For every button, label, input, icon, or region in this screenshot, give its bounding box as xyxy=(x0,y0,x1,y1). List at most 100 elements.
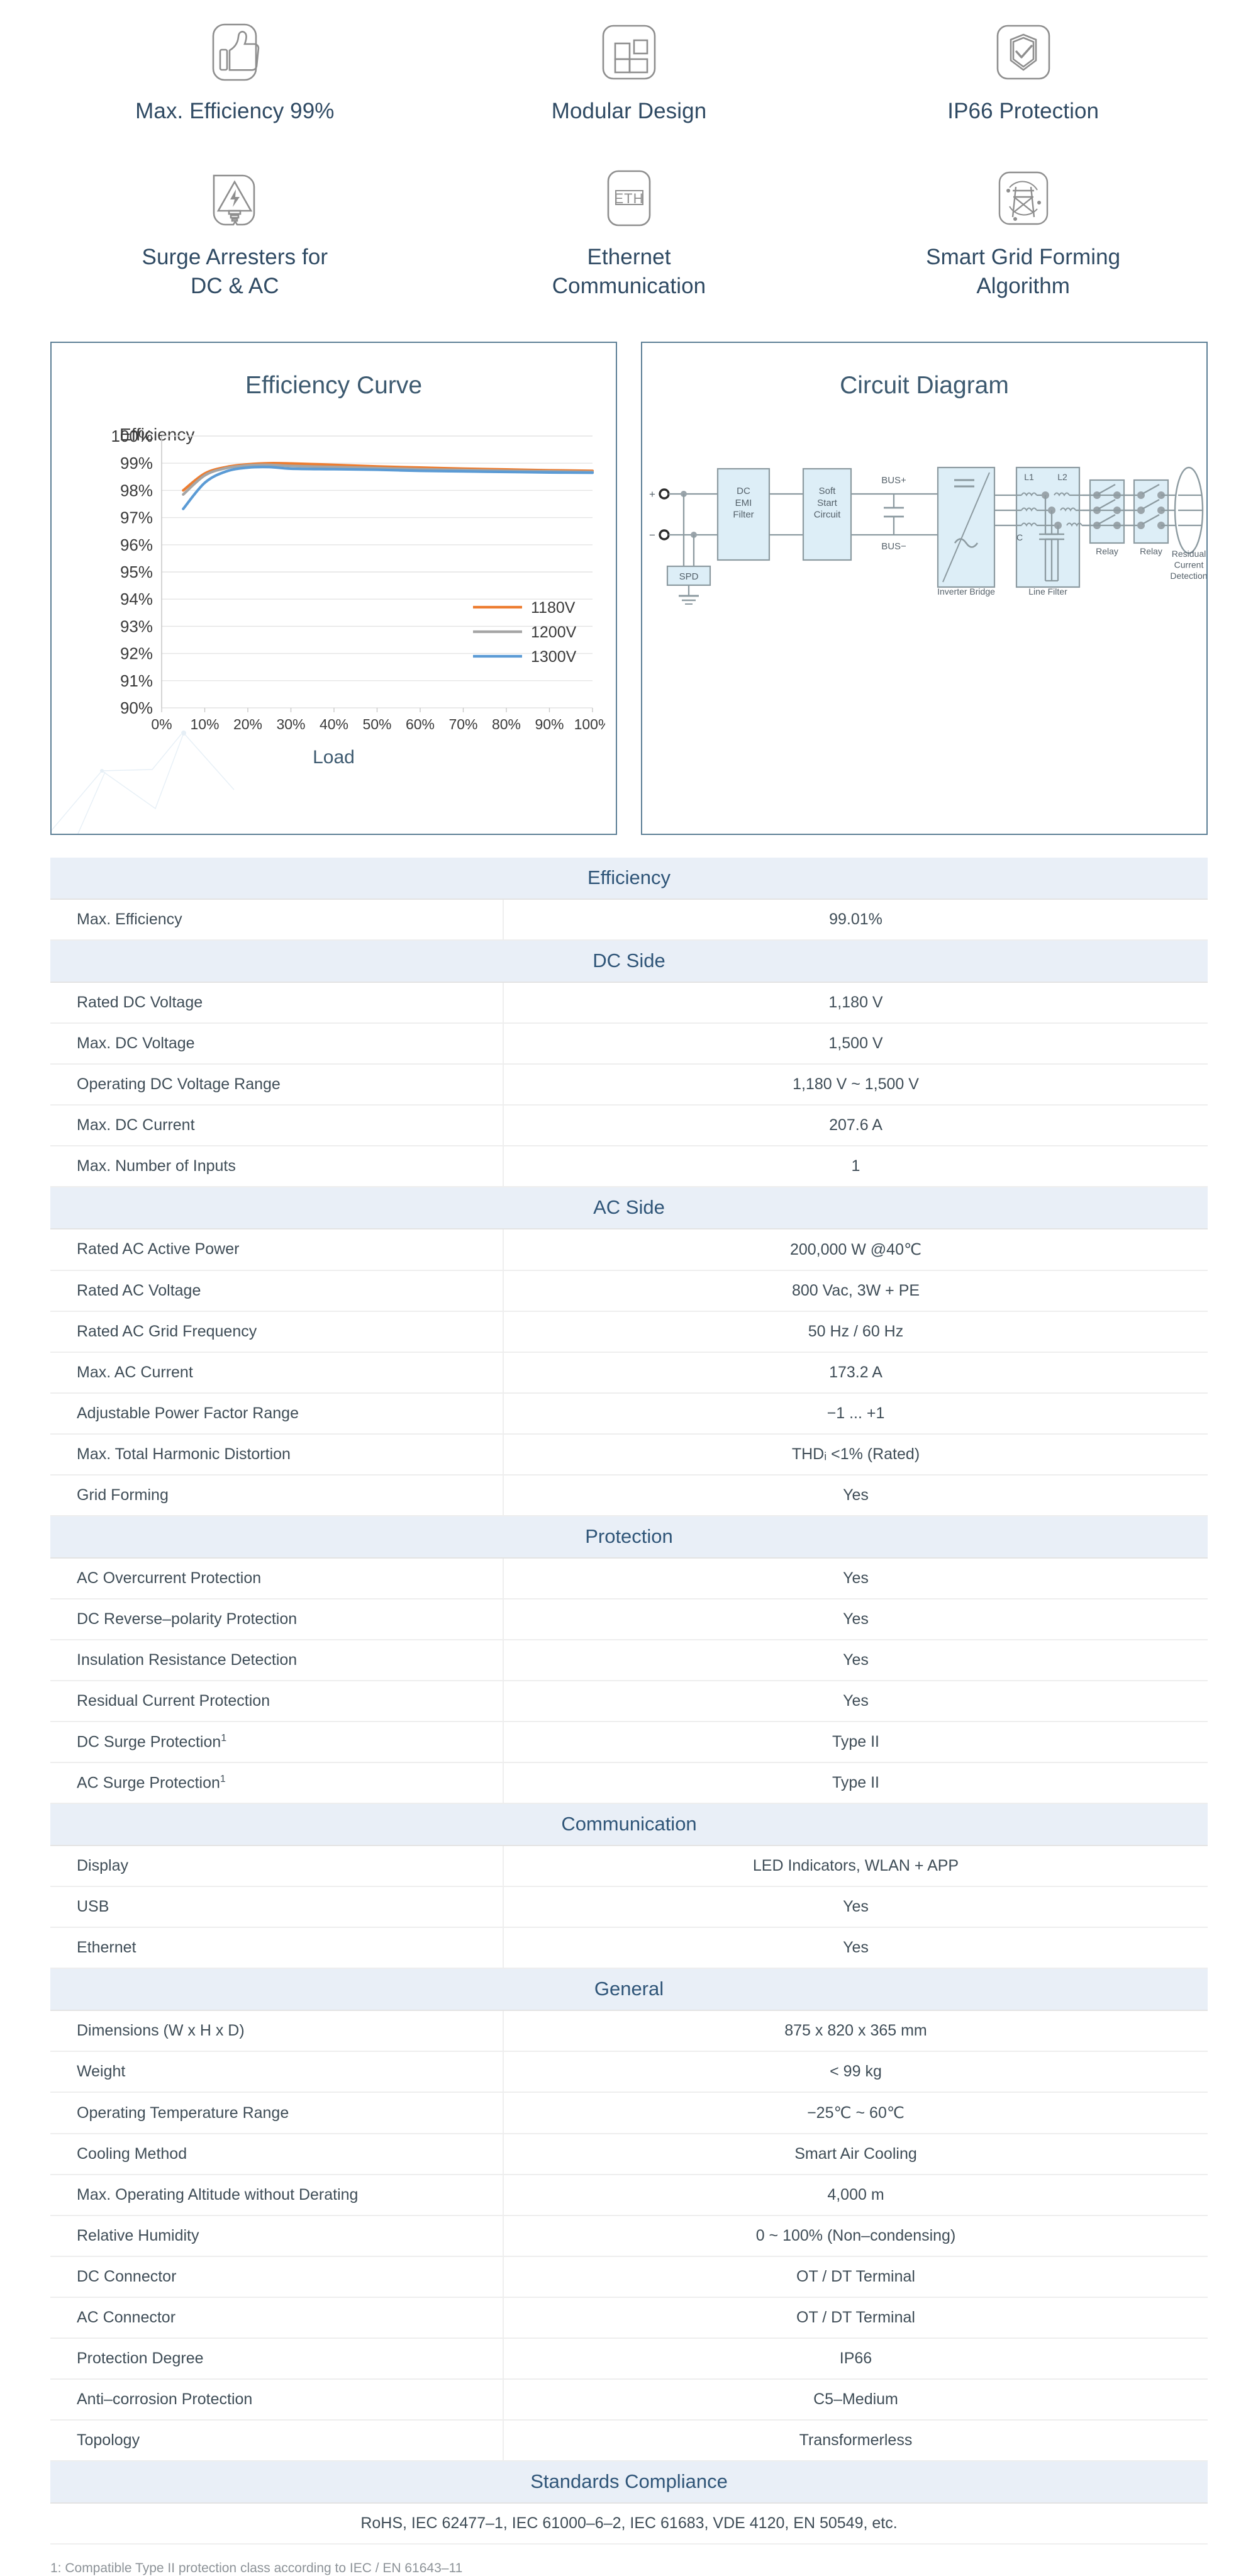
line-filter-l2-label: L2 xyxy=(1057,472,1067,482)
feature-label: IP66 Protection xyxy=(947,97,1099,126)
panel-title: Circuit Diagram xyxy=(642,343,1206,400)
feature-label: Modular Design xyxy=(552,97,707,126)
spec-value: < 99 kg xyxy=(503,2051,1208,2092)
spec-key: Grid Forming xyxy=(50,1475,503,1516)
section-header-row: Standards Compliance xyxy=(50,2461,1208,2503)
x-tick-label: 40% xyxy=(320,716,348,732)
spec-value: −25℃ ~ 60℃ xyxy=(503,2092,1208,2134)
legend-label-1300V: 1300V xyxy=(531,648,577,666)
feature-row-1: Max. Efficiency 99% Modular Design xyxy=(38,18,1220,126)
thumbs-up-icon xyxy=(200,18,269,87)
spec-key: Max. Total Harmonic Distortion xyxy=(50,1434,503,1475)
table-row: Weight< 99 kg xyxy=(50,2051,1208,2092)
section-title: Communication xyxy=(50,1803,1208,1845)
spec-key: Max. Number of Inputs xyxy=(50,1146,503,1187)
table-row: Adjustable Power Factor Range−1 ... +1 xyxy=(50,1393,1208,1434)
spec-key: DC Reverse–polarity Protection xyxy=(50,1599,503,1640)
spec-value: Yes xyxy=(503,1681,1208,1722)
spec-value: OT / DT Terminal xyxy=(503,2256,1208,2297)
chart-plot: 90%91%92%93%94%95%96%97%98%99%100%0%10%2… xyxy=(52,400,605,752)
section-title: AC Side xyxy=(50,1187,1208,1229)
efficiency-chart: Efficiency 90%91%92%93%94%95%96%97%98%99… xyxy=(52,400,616,834)
y-tick-label: 97% xyxy=(120,508,153,527)
panel-title: Efficiency Curve xyxy=(52,343,616,400)
series-line-1300V xyxy=(183,467,593,509)
spec-key: Protection Degree xyxy=(50,2338,503,2379)
spec-value: 875 x 820 x 365 mm xyxy=(503,2010,1208,2051)
y-tick-label: 98% xyxy=(120,481,153,500)
feature-ip66-protection: IP66 Protection xyxy=(826,18,1220,126)
spec-value: RoHS, IEC 62477–1, IEC 61000–6–2, IEC 61… xyxy=(50,2503,1208,2544)
footnote-marker: 1 xyxy=(220,1774,226,1784)
legend-label-1200V: 1200V xyxy=(531,624,577,641)
efficiency-curve-panel: Efficiency Curve Efficiency 90%91%92%93%… xyxy=(50,342,617,835)
ethernet-icon: ETH xyxy=(594,164,664,233)
section-title: Efficiency xyxy=(50,858,1208,899)
spec-value: Type II xyxy=(503,1722,1208,1762)
spec-value: 1 xyxy=(503,1146,1208,1187)
spec-key: Residual Current Protection xyxy=(50,1681,503,1722)
bus-minus-label: BUS− xyxy=(881,541,906,552)
spec-key: Ethernet xyxy=(50,1927,503,1968)
spec-value: LED Indicators, WLAN + APP xyxy=(503,1845,1208,1886)
line-filter-c-label: C xyxy=(1016,532,1023,542)
spec-value: Yes xyxy=(503,1475,1208,1516)
table-row: RoHS, IEC 62477–1, IEC 61000–6–2, IEC 61… xyxy=(50,2503,1208,2544)
section-header-row: Efficiency xyxy=(50,858,1208,899)
spec-value: 800 Vac, 3W + PE xyxy=(503,1270,1208,1311)
section-title: Protection xyxy=(50,1516,1208,1558)
spec-key: Display xyxy=(50,1845,503,1886)
section-title: General xyxy=(50,1968,1208,2010)
spec-value: OT / DT Terminal xyxy=(503,2297,1208,2338)
spec-value: THDᵢ <1% (Rated) xyxy=(503,1434,1208,1475)
spec-value: 4,000 m xyxy=(503,2175,1208,2215)
relay-label-1: Relay xyxy=(1096,546,1118,556)
spec-value: Yes xyxy=(503,1599,1208,1640)
spec-key: DC Connector xyxy=(50,2256,503,2297)
spec-key: Max. DC Current xyxy=(50,1105,503,1146)
x-tick-label: 0% xyxy=(151,716,172,732)
x-tick-label: 50% xyxy=(362,716,391,732)
y-tick-label: 93% xyxy=(120,617,153,636)
surge-arrester-icon xyxy=(200,164,269,233)
feature-max-efficiency: Max. Efficiency 99% xyxy=(38,18,432,126)
x-tick-label: 20% xyxy=(233,716,262,732)
section-header-row: Protection xyxy=(50,1516,1208,1558)
spec-value: 0 ~ 100% (Non–condensing) xyxy=(503,2215,1208,2256)
spec-key: Rated AC Grid Frequency xyxy=(50,1311,503,1352)
x-tick-label: 90% xyxy=(535,716,564,732)
spec-value: −1 ... +1 xyxy=(503,1393,1208,1434)
section-title: Standards Compliance xyxy=(50,2461,1208,2503)
spec-value: 173.2 A xyxy=(503,1352,1208,1393)
spec-value: IP66 xyxy=(503,2338,1208,2379)
spec-value: Smart Air Cooling xyxy=(503,2134,1208,2175)
spec-key: Operating DC Voltage Range xyxy=(50,1064,503,1105)
spec-key: AC Connector xyxy=(50,2297,503,2338)
section-header-row: Communication xyxy=(50,1803,1208,1845)
y-tick-label: 99% xyxy=(120,454,153,473)
modular-blocks-icon xyxy=(594,18,664,87)
line-filter-block xyxy=(1016,468,1079,587)
spec-key: AC Surge Protection1 xyxy=(50,1762,503,1803)
spec-value: Yes xyxy=(503,1927,1208,1968)
spec-key: Max. DC Voltage xyxy=(50,1023,503,1064)
section-title: DC Side xyxy=(50,940,1208,982)
